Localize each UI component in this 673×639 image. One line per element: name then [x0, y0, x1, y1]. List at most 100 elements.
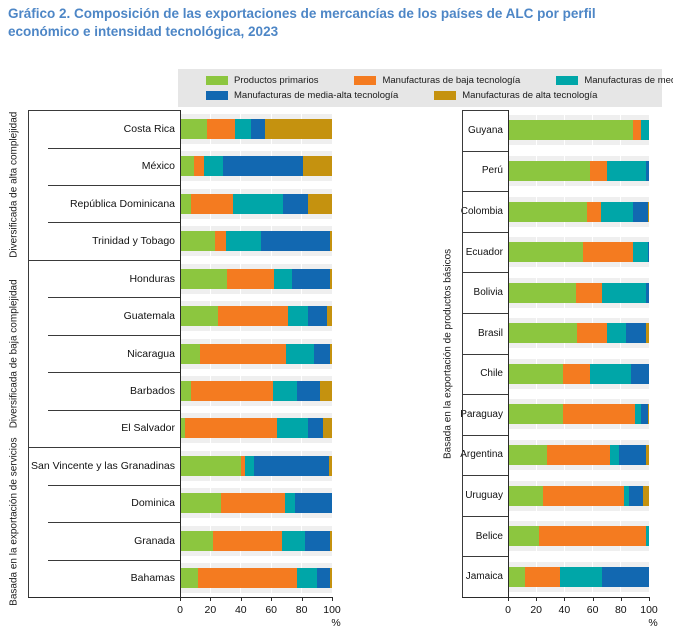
x-tick-label: 40	[234, 604, 247, 616]
country-label: Chile	[480, 368, 503, 380]
bar-segment	[313, 343, 331, 364]
row-separator-line	[462, 312, 508, 314]
bar-segment	[233, 193, 284, 214]
group-label: Diversificada de baja complejidad	[8, 279, 20, 428]
bar-segment	[322, 418, 332, 439]
bar-segment	[193, 156, 205, 177]
bar-segment	[277, 418, 308, 439]
group-separator-line	[28, 447, 180, 449]
y-axis-line	[180, 110, 181, 597]
country-label: Granada	[134, 534, 175, 547]
legend-label: Manufacturas de alta tecnología	[462, 90, 598, 101]
legend-row-2: Manufacturas de media-alta tecnología Man…	[206, 89, 662, 102]
stacked-bar	[180, 493, 332, 514]
row-separator-line	[462, 475, 508, 477]
x-axis-unit: %	[648, 617, 658, 629]
bar-segment	[319, 381, 332, 401]
row-separator-line	[48, 559, 180, 561]
bar-segment	[508, 445, 548, 465]
stacked-bar	[180, 418, 332, 439]
bar-segment	[589, 160, 607, 181]
bar-segment	[602, 566, 649, 587]
axis-tick	[536, 597, 538, 601]
bar-segment	[180, 381, 191, 401]
group-separator-line	[28, 259, 180, 261]
axis-tick	[210, 597, 212, 601]
bar-segment	[286, 343, 314, 364]
legend-label: Productos primarios	[234, 75, 319, 86]
stacked-bar	[508, 485, 649, 506]
bar-segment	[240, 455, 246, 476]
bar-segment	[287, 306, 308, 326]
legend-item: Productos primarios	[206, 75, 318, 86]
axis-tick	[592, 597, 594, 601]
bar-segment	[204, 156, 223, 177]
bar-segment	[198, 568, 298, 589]
bar-segment	[207, 118, 235, 139]
bar-segment	[180, 268, 228, 289]
row-separator-line	[462, 191, 508, 193]
bar-segment	[508, 526, 540, 547]
bar-segment	[606, 323, 627, 344]
x-tick-label: 0	[177, 604, 183, 616]
bar-segment	[508, 160, 590, 181]
bar-segment	[602, 282, 647, 303]
x-tick-label: 100	[323, 604, 341, 616]
country-label: Honduras	[129, 272, 175, 285]
bar-segment	[304, 530, 331, 551]
bar-segment	[199, 343, 287, 364]
x-tick-label: 80	[295, 604, 308, 616]
country-label: República Dominicana	[69, 197, 175, 210]
country-label: Brasil	[477, 327, 503, 339]
bar-segment	[582, 242, 634, 262]
bar-segment	[560, 566, 603, 587]
country-label: Barbados	[130, 384, 175, 397]
country-label: Guatemala	[123, 310, 175, 323]
row-separator-line	[48, 484, 180, 486]
bar-segment	[647, 201, 649, 222]
bar-segment	[330, 231, 332, 252]
bar-segment	[184, 418, 278, 439]
bar-segment	[647, 242, 649, 262]
legend-swatch-icon	[354, 76, 377, 85]
legend-swatch-icon	[434, 91, 457, 100]
bar-segment	[601, 201, 634, 222]
stacked-bar	[180, 156, 332, 177]
axis-tick	[301, 597, 303, 601]
bar-segment	[180, 455, 241, 476]
bar-segment	[328, 455, 332, 476]
bar-segment	[221, 493, 285, 514]
bar-segment	[307, 418, 323, 439]
country-label: Jamaica	[465, 571, 503, 583]
bar-segment	[633, 242, 648, 262]
stacked-bar	[180, 118, 332, 139]
bar-segment	[640, 120, 649, 141]
row-separator-line	[48, 522, 180, 524]
bar-segment	[646, 445, 649, 465]
bar-segment	[180, 193, 191, 214]
bar-segment	[180, 118, 208, 139]
bar-segment	[633, 201, 648, 222]
axis-tick	[649, 597, 650, 601]
bar-segment	[190, 381, 273, 401]
bar-segment	[180, 343, 200, 364]
legend-item: Manufacturas de alta tecnología	[434, 90, 597, 101]
row-separator-line	[462, 353, 508, 355]
bar-segment	[646, 526, 649, 547]
country-label: Guyana	[467, 124, 503, 136]
bar-segment	[606, 160, 647, 181]
stacked-bar	[508, 242, 649, 262]
bar-segment	[508, 120, 634, 141]
row-separator-line	[462, 272, 508, 274]
country-label: Bahamas	[130, 572, 175, 585]
stacked-bar	[180, 530, 332, 551]
legend-label: Manufacturas de baja tecnología	[382, 75, 521, 86]
x-tick-label: 40	[558, 604, 571, 616]
bar-segment	[225, 231, 261, 252]
bar-segment	[180, 418, 185, 439]
legend-item: Manufacturas de media-baja tecnología	[556, 75, 673, 86]
stacked-bar	[180, 268, 332, 289]
group-separator-line	[462, 110, 508, 111]
bar-segment	[643, 485, 649, 506]
